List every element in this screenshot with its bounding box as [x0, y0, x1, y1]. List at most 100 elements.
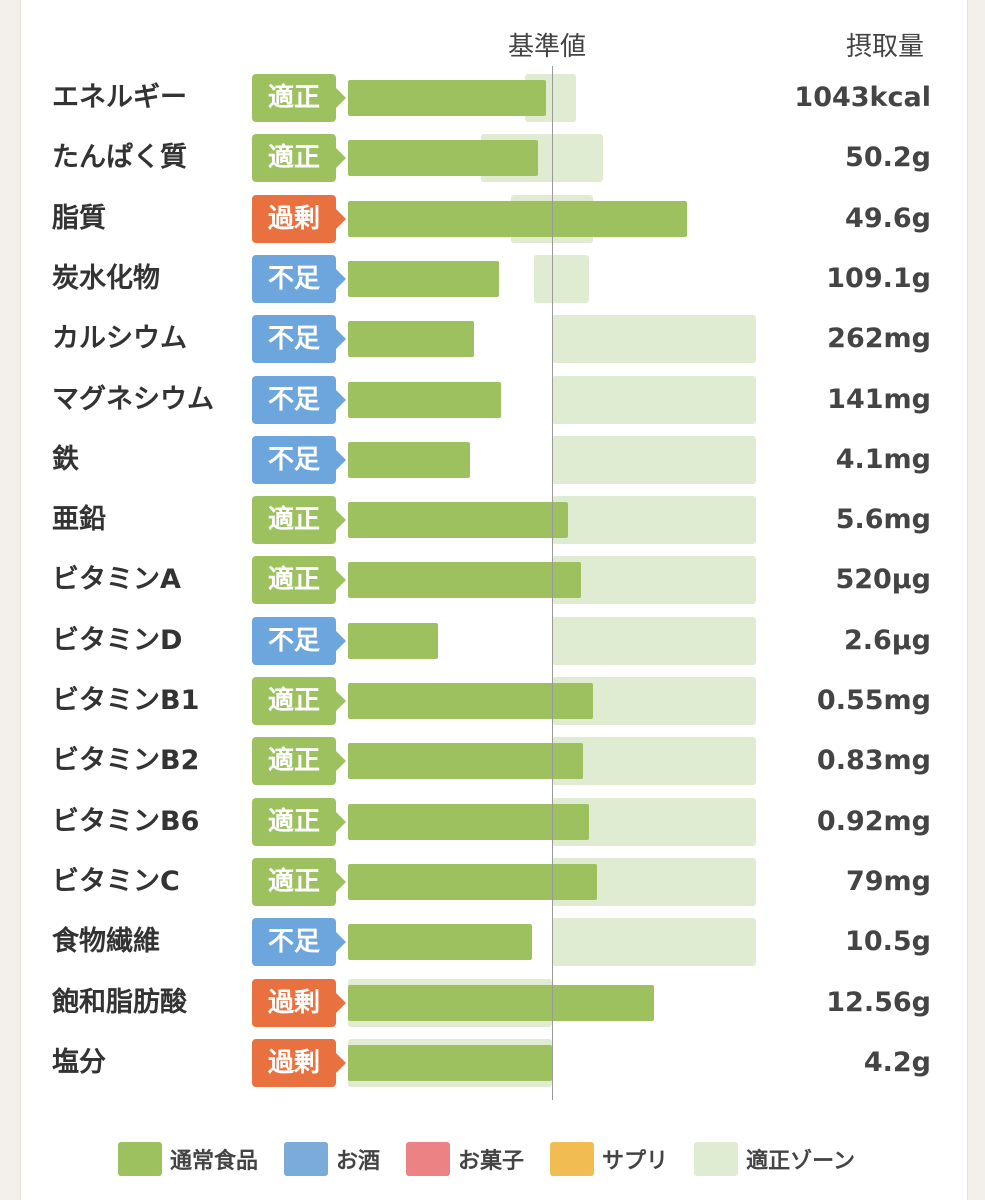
intake-value: 2.6µg	[843, 624, 931, 656]
intake-value: 4.1mg	[835, 443, 931, 475]
status-badge-text: 適正	[267, 686, 320, 716]
legend-label: 適正ゾーン	[746, 1149, 855, 1174]
intake-value: 1043kcal	[794, 82, 931, 113]
intake-value: 12.56g	[826, 986, 931, 1018]
status-badge: 過剰	[252, 1038, 346, 1087]
intake-value: 141mg	[827, 383, 931, 415]
nutrient-label: マグネシウム	[52, 383, 214, 415]
zone-band	[533, 254, 589, 303]
nutrient-label: ビタミンA	[52, 564, 181, 596]
intake-header: 摂取量	[846, 32, 925, 62]
nutrient-label: 脂質	[52, 202, 106, 234]
status-badge: 適正	[252, 496, 346, 545]
nutrient-label: 塩分	[52, 1046, 106, 1078]
intake-bar	[348, 803, 589, 840]
nutrient-label: エネルギー	[52, 82, 187, 113]
nutrient-chart: エネルギー 適正 1043kcal たんぱく質 適正 50.2g 脂質 過剰 49.6g 炭水化物…	[52, 74, 931, 1087]
intake-bar	[348, 984, 654, 1021]
intake-bar	[348, 743, 583, 780]
nutrient-label: カルシウム	[52, 323, 187, 355]
intake-bar	[348, 683, 593, 719]
status-badge: 適正	[252, 677, 346, 725]
legend: 通常食品 お酒 お菓子 サプリ 適正ゾーン	[118, 1142, 881, 1176]
zone-band	[552, 737, 756, 786]
zone-band	[552, 918, 756, 967]
status-badge-text: 過剰	[267, 987, 320, 1018]
status-badge-text: 適正	[267, 565, 320, 596]
status-badge-text: 不足	[267, 263, 320, 294]
nutrient-label: ビタミンD	[52, 624, 183, 656]
legend-item: 通常食品	[118, 1142, 258, 1176]
intake-value: 4.2g	[863, 1046, 931, 1078]
status-badge-text: 適正	[267, 143, 320, 174]
intake-bar	[348, 381, 501, 418]
status-badge: 不足	[252, 435, 346, 484]
legend-swatch	[550, 1142, 595, 1176]
intake-bar	[348, 80, 546, 116]
intake-value: 79mg	[845, 865, 931, 897]
status-badge: 不足	[252, 616, 346, 665]
intake-bar	[348, 502, 569, 539]
intake-value: 109.1g	[826, 262, 931, 294]
status-badge-text: 不足	[267, 384, 320, 415]
status-badge: 過剰	[252, 978, 346, 1027]
intake-bar	[348, 924, 532, 961]
status-badge-text: 不足	[267, 625, 320, 656]
status-badge-text: 過剰	[267, 1047, 320, 1078]
intake-value: 50.2g	[845, 142, 931, 174]
status-badge: 適正	[252, 556, 346, 605]
intake-value: 0.55mg	[816, 685, 931, 716]
intake-bar	[348, 863, 597, 900]
zone-band	[552, 496, 756, 545]
legend-swatch	[118, 1142, 162, 1176]
intake-bar	[348, 200, 687, 237]
zone-band	[552, 556, 756, 605]
zone-band	[552, 315, 756, 364]
status-badge: 適正	[252, 737, 346, 786]
nutrient-label: 食物繊維	[52, 926, 160, 958]
zone-band	[552, 375, 756, 424]
nutrient-label: 亜鉛	[52, 504, 106, 536]
intake-bar	[348, 1044, 552, 1081]
legend-swatch	[406, 1142, 451, 1176]
status-badge-text: 不足	[267, 324, 320, 355]
reference-line	[552, 66, 553, 1100]
status-badge: 不足	[252, 918, 346, 967]
intake-bar	[348, 622, 438, 659]
status-badge-text: 適正	[267, 806, 320, 837]
legend-swatch	[284, 1142, 329, 1176]
status-badge: 適正	[252, 134, 346, 183]
status-badge: 適正	[252, 74, 346, 122]
status-badge: 適正	[252, 797, 346, 846]
zone-band	[552, 435, 756, 484]
intake-bar	[348, 321, 475, 358]
legend-label: 通常食品	[170, 1149, 259, 1174]
status-badge-text: 不足	[267, 927, 320, 958]
intake-value: 0.83mg	[816, 745, 931, 777]
status-badge-text: 過剰	[267, 203, 320, 234]
reference-header: 基準値	[508, 32, 587, 62]
nutrient-label: ビタミンC	[52, 865, 180, 897]
nutrient-label: たんぱく質	[52, 142, 187, 174]
legend-item: 適正ゾーン	[694, 1142, 855, 1176]
status-badge: 不足	[252, 375, 346, 424]
nutrient-label: ビタミンB2	[52, 745, 200, 777]
intake-value: 5.6mg	[835, 504, 931, 536]
legend-label: お酒	[336, 1149, 381, 1174]
intake-value: 10.5g	[845, 926, 931, 958]
intake-bar	[348, 260, 499, 297]
legend-item: お菓子	[406, 1142, 524, 1176]
intake-value: 0.92mg	[816, 805, 931, 837]
intake-value: 520µg	[835, 564, 931, 596]
legend-label: サプリ	[602, 1149, 669, 1174]
zone-band	[552, 616, 756, 665]
status-badge-text: 適正	[267, 866, 320, 897]
legend-item: サプリ	[550, 1142, 668, 1176]
status-badge: 過剰	[252, 194, 346, 243]
status-badge-text: 適正	[267, 83, 320, 113]
intake-bar	[348, 562, 581, 599]
legend-label: お菓子	[458, 1149, 525, 1174]
intake-value: 49.6g	[845, 202, 931, 234]
nutrient-label: 炭水化物	[52, 262, 160, 294]
nutrient-label: 鉄	[52, 443, 79, 475]
